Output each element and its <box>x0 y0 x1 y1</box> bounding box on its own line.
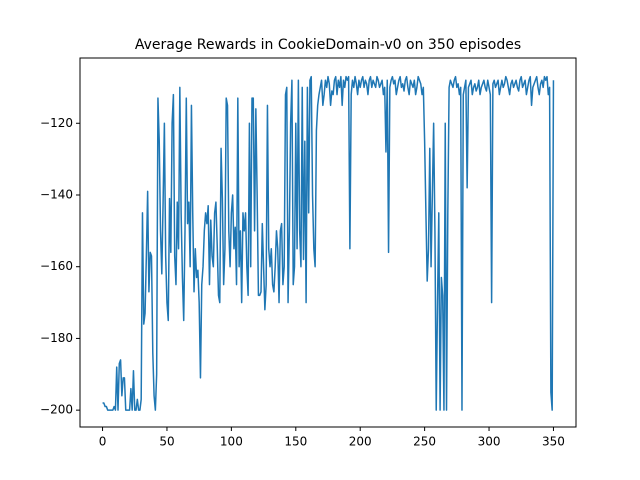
x-tick-label: 250 <box>413 435 436 449</box>
x-tick-label: 50 <box>159 435 174 449</box>
x-tick-label: 200 <box>349 435 372 449</box>
line-series <box>102 75 555 411</box>
x-tick-label: 350 <box>542 435 565 449</box>
y-tick-label: −180 <box>40 331 73 345</box>
x-tick-label: 100 <box>220 435 243 449</box>
axes-frame <box>79 57 577 428</box>
y-tick-label: −160 <box>40 259 73 273</box>
y-tick-label: −120 <box>40 116 73 130</box>
chart-title: Average Rewards in CookieDomain-v0 on 35… <box>135 37 521 53</box>
x-tick-label: 300 <box>478 435 501 449</box>
x-tick-label: 0 <box>99 435 107 449</box>
x-tick-label: 150 <box>284 435 307 449</box>
y-tick-label: −200 <box>40 403 73 417</box>
y-tick-label: −140 <box>40 187 73 201</box>
